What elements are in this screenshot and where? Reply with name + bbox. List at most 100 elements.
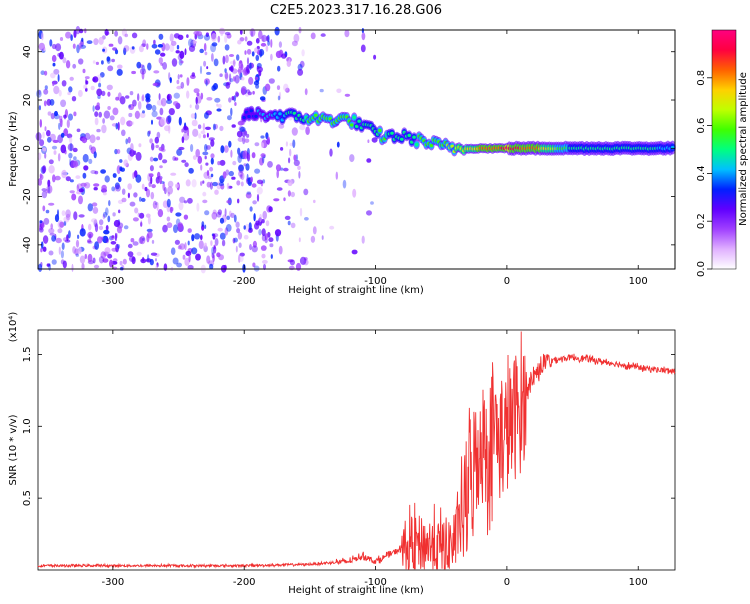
noise-cell (167, 94, 170, 101)
noise-cell (186, 77, 190, 86)
noise-cell (233, 214, 237, 223)
noise-cell (156, 131, 161, 139)
noise-cell (117, 121, 120, 131)
noise-cell (40, 241, 44, 249)
noise-cell (126, 120, 133, 127)
noise-cell (256, 45, 260, 50)
signal-core (254, 114, 258, 118)
noise-cell (43, 217, 50, 225)
noise-cell (217, 103, 222, 109)
noise-cell (39, 119, 42, 128)
noise-cell (60, 99, 67, 108)
noise-cell (63, 237, 68, 242)
noise-cell (78, 188, 85, 193)
noise-cell (239, 126, 246, 132)
noise-cell (46, 184, 53, 194)
noise-cell (103, 229, 110, 235)
signal-core (407, 133, 412, 137)
noise-cell (278, 245, 283, 255)
noise-cell (210, 157, 214, 165)
noise-cell (211, 53, 214, 62)
noise-cell (78, 214, 85, 218)
noise-cell (78, 195, 83, 205)
noise-cell (158, 33, 164, 40)
noise-cell (139, 64, 145, 69)
noise-cell (170, 247, 176, 255)
noise-cell (158, 146, 164, 152)
noise-cell (71, 263, 74, 272)
noise-cell (167, 180, 174, 188)
noise-cell (251, 245, 258, 253)
noise-cell (204, 144, 208, 152)
noise-cell (217, 209, 222, 216)
noise-cell (344, 93, 351, 97)
noise-cell (121, 129, 126, 137)
noise-cell (228, 54, 235, 57)
noise-cell (60, 250, 64, 259)
noise-cell (283, 167, 289, 172)
noise-cell (146, 228, 153, 233)
noise-cell (283, 197, 286, 202)
noise-cell (188, 45, 196, 52)
noise-cell (107, 65, 114, 72)
noise-cell (76, 184, 80, 192)
noise-cell (108, 43, 114, 47)
noise-cell (224, 71, 229, 80)
noise-cell (226, 200, 231, 204)
noise-cell (53, 68, 60, 75)
noise-cell (205, 79, 208, 87)
noise-cell (112, 212, 116, 217)
noise-cell (114, 49, 119, 55)
noise-cell (299, 256, 307, 265)
noise-cell (98, 225, 104, 231)
noise-cell (336, 141, 340, 148)
noise-cell (204, 224, 207, 229)
noise-cell (251, 183, 257, 188)
noise-cell (184, 257, 190, 266)
noise-cell (154, 49, 161, 55)
noise-cell (184, 242, 187, 251)
noise-cell (103, 191, 107, 196)
noise-cell (295, 262, 302, 271)
noise-cell (210, 173, 214, 178)
noise-cell (206, 255, 211, 264)
noise-cell (213, 83, 218, 90)
noise-cell (237, 39, 242, 45)
noise-cell (203, 34, 211, 41)
noise-cell (75, 253, 80, 257)
noise-cell (251, 51, 255, 57)
noise-cell (87, 231, 94, 238)
noise-cell (51, 235, 56, 242)
noise-cell (287, 220, 291, 226)
noise-cell (284, 215, 291, 220)
noise-cell (132, 217, 139, 222)
y-tick-label: 0.5 (22, 490, 33, 506)
noise-cell (259, 96, 266, 101)
noise-cell (335, 171, 338, 180)
noise-cell (274, 26, 280, 36)
noise-cell (217, 227, 223, 232)
figure-title: C2E5.2023.317.16.28.G06 (270, 3, 442, 18)
noise-cell (40, 70, 45, 75)
noise-cell (195, 253, 201, 261)
noise-cell (278, 41, 282, 48)
noise-cell (169, 33, 174, 42)
noise-cell (201, 221, 205, 227)
noise-cell (179, 74, 183, 78)
noise-cell (92, 60, 96, 64)
noise-cell (238, 60, 243, 69)
x-tick-label: 0 (504, 577, 510, 588)
noise-cell (94, 241, 99, 250)
noise-cell (76, 128, 81, 133)
noise-cell (276, 169, 280, 179)
noise-cell (287, 190, 291, 197)
noise-cell (48, 159, 54, 165)
noise-cell (47, 111, 52, 116)
noise-cell (151, 110, 158, 118)
noise-cell (349, 154, 355, 163)
noise-cell (75, 239, 80, 248)
noise-cell (55, 237, 62, 244)
noise-cell (121, 28, 127, 37)
noise-cell (162, 159, 168, 164)
noise-cell (39, 139, 45, 147)
